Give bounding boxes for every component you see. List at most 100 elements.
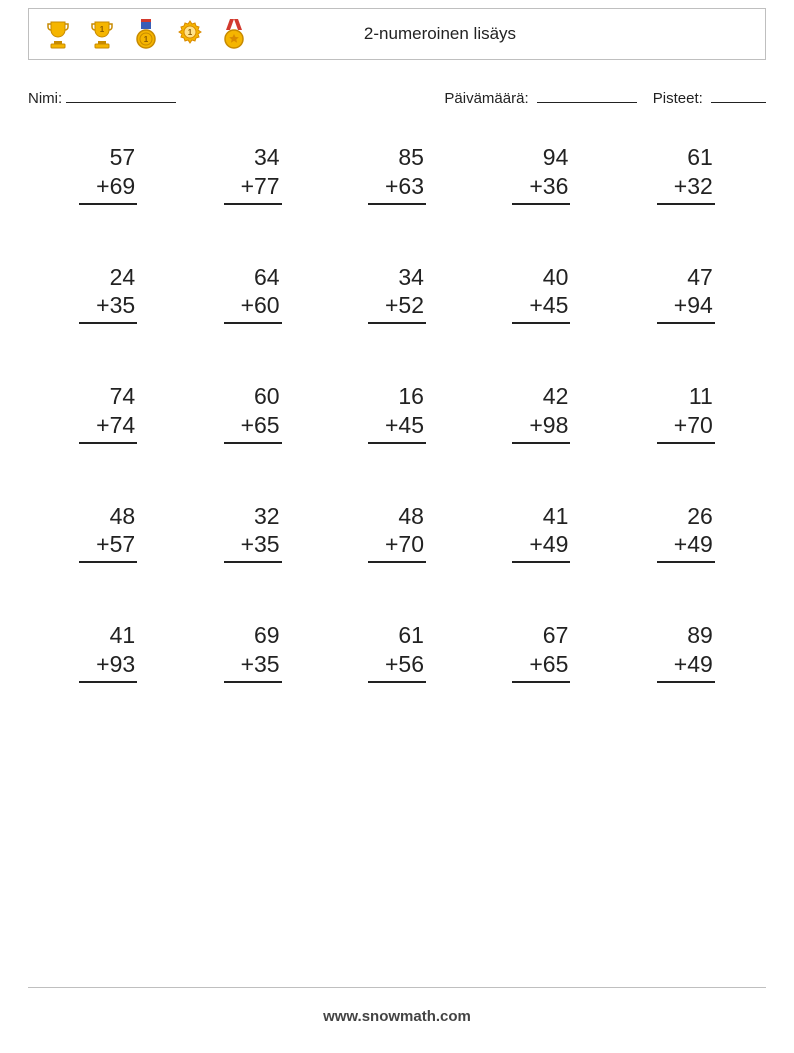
problem: 40+45 (469, 263, 613, 325)
problem-stack: 89+49 (657, 621, 715, 683)
medal-round-icon: 1 (175, 17, 205, 51)
addend-bottom: +49 (512, 530, 570, 563)
problem-stack: 64+60 (224, 263, 282, 325)
addend-bottom: +35 (79, 291, 137, 324)
score-blank[interactable] (711, 88, 766, 103)
addend-bottom: +49 (657, 530, 715, 563)
header-icons: 1 1 1 (43, 17, 249, 51)
date-label: Päivämäärä: (444, 90, 528, 107)
addend-top: 34 (368, 263, 426, 292)
addend-top: 61 (657, 143, 715, 172)
date-blank[interactable] (537, 88, 637, 103)
addend-bottom: +69 (79, 172, 137, 205)
problem-stack: 48+70 (368, 502, 426, 564)
addend-top: 34 (224, 143, 282, 172)
problem: 11+70 (614, 382, 758, 444)
name-blank[interactable] (66, 88, 176, 103)
addend-top: 61 (368, 621, 426, 650)
addend-top: 26 (657, 502, 715, 531)
addend-bottom: +65 (512, 650, 570, 683)
problem: 57+69 (36, 143, 180, 205)
medal-square-icon: 1 (131, 17, 161, 51)
name-label: Nimi: (28, 90, 62, 107)
problem-stack: 61+32 (657, 143, 715, 205)
svg-text:1: 1 (144, 35, 149, 44)
problem-stack: 48+57 (79, 502, 137, 564)
problem: 69+35 (180, 621, 324, 683)
problem-stack: 74+74 (79, 382, 137, 444)
problem-stack: 41+49 (512, 502, 570, 564)
problem-stack: 47+94 (657, 263, 715, 325)
info-row: Nimi: Päivämäärä: Pisteet: (28, 88, 766, 107)
addend-bottom: +74 (79, 411, 137, 444)
problem-stack: 34+77 (224, 143, 282, 205)
addend-bottom: +35 (224, 530, 282, 563)
problem-stack: 57+69 (79, 143, 137, 205)
problem: 61+56 (325, 621, 469, 683)
problem: 47+94 (614, 263, 758, 325)
addend-bottom: +49 (657, 650, 715, 683)
addend-top: 48 (368, 502, 426, 531)
problem-stack: 24+35 (79, 263, 137, 325)
addend-top: 24 (79, 263, 137, 292)
problem-stack: 67+65 (512, 621, 570, 683)
problem: 67+65 (469, 621, 613, 683)
addend-top: 41 (79, 621, 137, 650)
problem-stack: 41+93 (79, 621, 137, 683)
problem: 34+77 (180, 143, 324, 205)
problem: 85+63 (325, 143, 469, 205)
problem: 64+60 (180, 263, 324, 325)
addend-bottom: +56 (368, 650, 426, 683)
problem: 48+57 (36, 502, 180, 564)
addend-bottom: +52 (368, 291, 426, 324)
name-field: Nimi: (28, 88, 176, 107)
problem: 41+93 (36, 621, 180, 683)
addend-top: 48 (79, 502, 137, 531)
addend-top: 67 (512, 621, 570, 650)
problem: 41+49 (469, 502, 613, 564)
addend-bottom: +45 (368, 411, 426, 444)
page-title: 2-numeroinen lisäys (249, 24, 751, 44)
problem-stack: 40+45 (512, 263, 570, 325)
addend-bottom: +94 (657, 291, 715, 324)
problems-grid: 57+6934+7785+6394+3661+3224+3564+6034+52… (28, 143, 766, 683)
addend-top: 74 (79, 382, 137, 411)
footer: www.snowmath.com (28, 987, 766, 1025)
addend-top: 16 (368, 382, 426, 411)
problem: 34+52 (325, 263, 469, 325)
svg-text:1: 1 (100, 25, 105, 34)
addend-top: 57 (79, 143, 137, 172)
problem-stack: 42+98 (512, 382, 570, 444)
problem-stack: 61+56 (368, 621, 426, 683)
addend-bottom: +60 (224, 291, 282, 324)
addend-top: 40 (512, 263, 570, 292)
addend-bottom: +65 (224, 411, 282, 444)
footer-text: www.snowmath.com (323, 1008, 471, 1025)
addend-bottom: +77 (224, 172, 282, 205)
addend-bottom: +63 (368, 172, 426, 205)
score-field: Pisteet: (653, 88, 766, 107)
medal-ribbon-icon (219, 17, 249, 51)
problem-stack: 16+45 (368, 382, 426, 444)
addend-bottom: +70 (368, 530, 426, 563)
problem: 32+35 (180, 502, 324, 564)
score-label: Pisteet: (653, 90, 703, 107)
addend-top: 69 (224, 621, 282, 650)
problem: 61+32 (614, 143, 758, 205)
problem-stack: 26+49 (657, 502, 715, 564)
addend-top: 42 (512, 382, 570, 411)
addend-top: 47 (657, 263, 715, 292)
addend-top: 64 (224, 263, 282, 292)
addend-top: 11 (657, 382, 715, 411)
svg-text:1: 1 (188, 28, 193, 37)
date-field: Päivämäärä: (444, 88, 636, 107)
addend-bottom: +57 (79, 530, 137, 563)
problem-stack: 60+65 (224, 382, 282, 444)
problem-stack: 69+35 (224, 621, 282, 683)
problem: 89+49 (614, 621, 758, 683)
addend-bottom: +45 (512, 291, 570, 324)
problem: 16+45 (325, 382, 469, 444)
problem: 48+70 (325, 502, 469, 564)
addend-top: 60 (224, 382, 282, 411)
addend-bottom: +93 (79, 650, 137, 683)
